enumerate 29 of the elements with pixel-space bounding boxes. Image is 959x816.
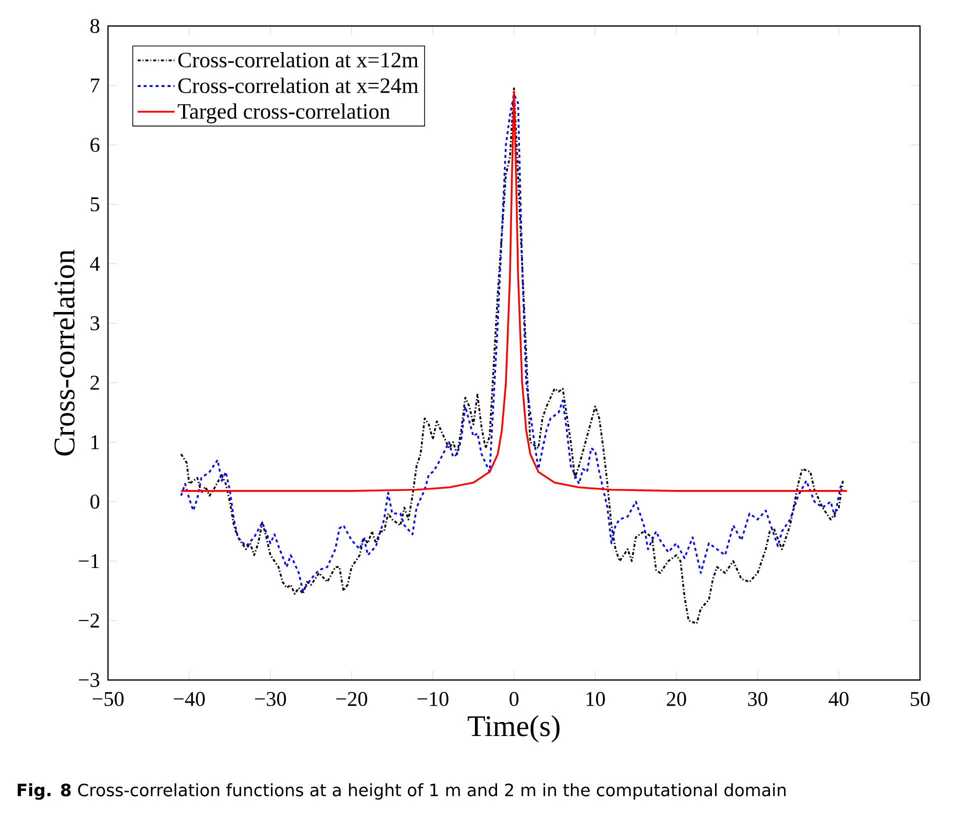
y-tick-label: 3: [90, 316, 100, 330]
x-tick-label: −50: [92, 692, 124, 706]
legend-label: Targed cross-correlation: [178, 103, 390, 124]
y-axis-title: Cross-correlation: [54, 250, 75, 456]
x-tick-label: 30: [748, 692, 768, 706]
x-tick-label: −30: [255, 692, 286, 706]
y-tick-label: 0: [90, 494, 100, 509]
y-tick-label: 5: [90, 197, 100, 212]
y-tick-label: −1: [78, 554, 99, 568]
y-tick-label: 4: [90, 256, 100, 271]
x-tick-label: 20: [666, 692, 686, 706]
y-tick-label: −3: [78, 672, 100, 688]
x-tick-label: −10: [417, 692, 448, 706]
x-tick-label: 10: [586, 692, 605, 706]
y-tick-label: 2: [90, 376, 99, 390]
x-tick-label: −40: [174, 692, 205, 706]
x-tick-label: 40: [828, 692, 848, 706]
y-tick-label: 6: [90, 138, 100, 152]
y-tick-label: −2: [78, 614, 99, 628]
y-tick-label: 7: [90, 78, 100, 92]
x-axis-title: Time(s): [468, 715, 560, 742]
text: Fig. 8 Cross-correlation functions at a height of 1 m and 2 m in the computational domain: [18, 783, 786, 800]
x-tick-label: −20: [336, 692, 368, 706]
y-tick-label: 1: [91, 435, 99, 450]
legend-label: Cross-correlation at x=12m: [178, 52, 418, 68]
x-tick-label: 50: [910, 692, 930, 706]
legend-label: Cross-correlation at x=24m: [178, 78, 418, 94]
y-tick-label: 8: [90, 18, 100, 34]
x-tick-label: 0: [510, 692, 518, 706]
